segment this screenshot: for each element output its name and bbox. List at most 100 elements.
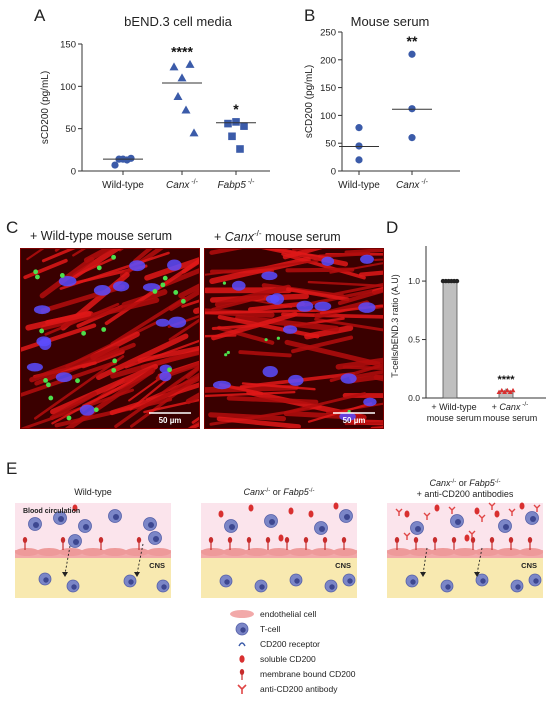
endothelial-cell <box>147 548 171 556</box>
membrane-cd200-head <box>527 537 533 543</box>
legend-label-soluble-cd200: soluble CD200 <box>260 654 316 664</box>
cns-label: CNS <box>521 561 537 570</box>
micrograph-canx: 50 µm <box>204 248 384 429</box>
t-cell-dot <box>276 336 280 340</box>
t-cell-dot <box>66 415 72 421</box>
actin-fiber <box>285 267 355 273</box>
micrograph-left-title: + Wild-type mouse serum <box>30 229 173 243</box>
actin-fiber <box>241 382 316 391</box>
data-point <box>408 50 416 58</box>
actin-fiber <box>70 256 116 279</box>
data-point <box>169 62 179 71</box>
membrane-cd200-head <box>284 537 290 543</box>
anti-cd200-antibody-icon <box>237 684 247 694</box>
panel-label-b: B <box>304 6 316 25</box>
data-point <box>123 156 131 164</box>
actin-fiber <box>284 339 381 367</box>
nucleus <box>155 318 170 327</box>
t-cell-nucleus <box>229 524 235 530</box>
nucleus <box>142 283 161 292</box>
t-cell-dot <box>180 298 186 304</box>
t-cell-dot <box>33 269 39 275</box>
data-point <box>507 389 513 394</box>
migration-arrow <box>422 547 428 575</box>
nucleus <box>261 271 278 281</box>
nucleus <box>93 285 111 296</box>
y-tick-label: 0 <box>331 167 336 178</box>
x-tick-label: + Canx -/- <box>492 401 529 412</box>
soluble-cd200 <box>333 502 339 510</box>
actin-fiber <box>302 286 383 307</box>
t-cell-nucleus <box>329 584 335 590</box>
soluble-cd200 <box>308 510 314 518</box>
blood-circulation-label: Blood circulation <box>23 508 80 515</box>
t-cell-dot <box>48 395 54 401</box>
endothelial-cell <box>453 548 477 556</box>
migration-arrow <box>136 543 144 575</box>
t-cell-nucleus <box>455 519 461 525</box>
nucleus <box>339 412 356 421</box>
actin-fiber <box>317 251 371 259</box>
nucleus <box>363 397 377 407</box>
t-cell-dot <box>43 377 48 383</box>
scheme-legend: endothelial cell T-cell CD200 receptor solu… <box>230 609 356 694</box>
anti-cd200-antibody <box>508 508 516 516</box>
t-cell-nucleus <box>344 514 350 520</box>
t-cell-dot <box>112 358 118 364</box>
membrane-cd200-head <box>303 537 309 543</box>
t-cell-nucleus <box>83 524 89 530</box>
scale-bar-label: 50 µm <box>343 416 366 425</box>
nucleus <box>58 275 77 287</box>
endothelial-cell-icon <box>230 610 254 618</box>
actin-fiber <box>144 257 199 281</box>
membrane-cd200-head <box>322 537 328 543</box>
actin-fiber <box>41 249 76 263</box>
t-cell-nucleus <box>113 514 119 520</box>
nucleus <box>26 362 43 372</box>
membrane-cd200-head <box>413 537 419 543</box>
endothelial-cell <box>387 548 411 556</box>
membrane-cd200-head <box>394 537 400 543</box>
soluble-cd200 <box>404 510 410 518</box>
actin-fiber <box>133 249 153 264</box>
nucleus <box>282 325 298 334</box>
nucleus <box>55 372 73 383</box>
data-point <box>408 134 416 142</box>
cns-label: CNS <box>149 561 165 570</box>
membrane-cd200-icon-head <box>239 669 245 675</box>
endothelial-cell <box>201 548 225 556</box>
data-point <box>224 119 232 128</box>
actin-fiber <box>163 268 199 287</box>
panel-label-e: E <box>6 459 18 478</box>
t-cell-nucleus <box>347 578 353 584</box>
nucleus <box>360 254 374 264</box>
actin-fiber <box>65 367 156 428</box>
data-point <box>228 132 236 141</box>
y-tick-label: 50 <box>65 124 76 135</box>
actin-fiber <box>205 390 296 398</box>
nucleus <box>129 260 146 272</box>
actin-fiber <box>29 345 120 383</box>
endothelial-cell <box>409 548 433 556</box>
actin-fiber <box>23 258 68 280</box>
actin-fiber <box>25 310 92 331</box>
actin-fiber <box>185 364 199 380</box>
nucleus <box>212 380 231 390</box>
significance-label: * <box>233 101 239 117</box>
actin-fiber <box>137 345 199 363</box>
y-tick-label: 1.0 <box>408 276 420 286</box>
endothelial-cell <box>475 548 499 556</box>
endothelial-cell <box>103 548 127 556</box>
chart-b: Mouse serum 0 50 100 150 200 250 sCD200 (pg/mL)… <box>304 14 460 191</box>
panel-label-a: A <box>34 6 46 25</box>
actin-fiber <box>168 318 199 342</box>
t-cell-dot <box>264 338 268 342</box>
actin-fiber <box>349 369 383 380</box>
actin-fiber <box>344 249 383 255</box>
nucleus <box>288 374 304 386</box>
data-point <box>173 91 183 100</box>
soluble-cd200 <box>288 507 294 515</box>
anti-cd200-antibody <box>488 502 496 510</box>
actin-fiber <box>217 325 275 345</box>
scheme-title-line2: + anti-CD200 antibodies <box>417 489 514 499</box>
